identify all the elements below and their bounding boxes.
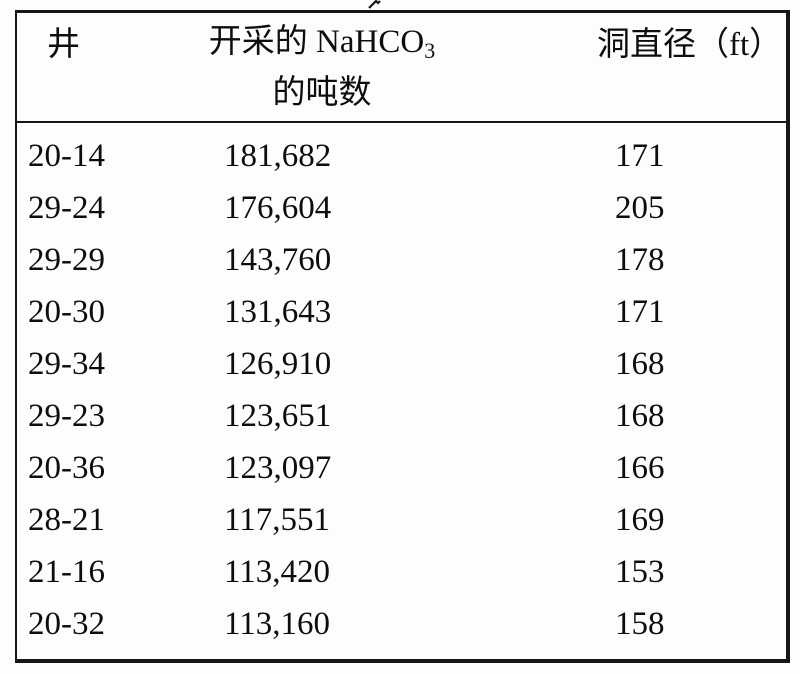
table-row: 28-21 117,551 169 xyxy=(17,494,786,546)
table-row: 21-16 113,420 153 xyxy=(17,546,786,598)
nahco3-subscript: 3 xyxy=(424,38,436,63)
well-id-cell: 29-34 xyxy=(28,346,105,382)
table-row: 20-32 113,160 158 xyxy=(17,598,786,650)
cavity-diameter-cell: 158 xyxy=(615,606,665,642)
column-header-tons-text: 开采的 NaHCO xyxy=(208,24,425,60)
tons-mined-cell: 143,760 xyxy=(224,242,332,278)
tons-mined-cell: 123,097 xyxy=(224,450,332,486)
cavity-diameter-cell: 166 xyxy=(615,450,665,486)
table-row: 20-30 131,643 171 xyxy=(17,286,786,338)
well-id-cell: 28-21 xyxy=(28,502,105,538)
cavity-diameter-cell: 168 xyxy=(615,346,665,382)
column-header-tons-line2: 的吨数 xyxy=(272,75,372,111)
table-row: 20-36 123,097 166 xyxy=(17,442,786,494)
cavity-diameter-cell: 171 xyxy=(615,294,665,330)
table-row: 29-23 123,651 168 xyxy=(17,390,786,442)
cropped-character-artifact xyxy=(368,0,381,9)
tons-mined-cell: 181,682 xyxy=(224,138,332,174)
column-header-well: 井 xyxy=(47,27,80,63)
well-id-cell: 29-24 xyxy=(28,190,105,226)
tons-mined-cell: 113,160 xyxy=(224,606,331,642)
tons-mined-cell: 113,420 xyxy=(224,554,331,590)
cavity-diameter-cell: 178 xyxy=(615,242,665,278)
tons-mined-cell: 117,551 xyxy=(224,502,331,538)
table-row: 29-24 176,604 205 xyxy=(17,182,786,234)
column-header-tons: 开采的 NaHCO3 的吨数 xyxy=(157,24,487,111)
table-row: 20-14 181,682 171 xyxy=(17,130,786,182)
well-id-cell: 20-32 xyxy=(28,606,105,642)
tons-mined-cell: 176,604 xyxy=(224,190,332,226)
table-header-row: 井 开采的 NaHCO3 的吨数 洞直径（ft） xyxy=(17,13,786,123)
tons-mined-cell: 126,910 xyxy=(224,346,332,382)
well-id-cell: 20-30 xyxy=(28,294,105,330)
column-header-diameter: 洞直径（ft） xyxy=(597,27,783,63)
well-id-cell: 20-14 xyxy=(28,138,105,174)
cavity-diameter-cell: 168 xyxy=(615,398,665,434)
well-id-cell: 29-29 xyxy=(28,242,105,278)
data-table: 井 开采的 NaHCO3 的吨数 洞直径（ft） 20-14 181,682 1… xyxy=(15,10,790,663)
well-id-cell: 21-16 xyxy=(28,554,105,590)
cavity-diameter-cell: 171 xyxy=(615,138,665,174)
cavity-diameter-cell: 153 xyxy=(615,554,665,590)
table-row: 29-34 126,910 168 xyxy=(17,338,786,390)
column-header-tons-line1: 开采的 NaHCO3 xyxy=(157,24,487,63)
tons-mined-cell: 131,643 xyxy=(224,294,332,330)
cavity-diameter-cell: 169 xyxy=(615,502,665,538)
table-body: 20-14 181,682 171 29-24 176,604 205 29-2… xyxy=(17,123,786,650)
well-id-cell: 29-23 xyxy=(28,398,105,434)
cavity-diameter-cell: 205 xyxy=(615,190,665,226)
well-id-cell: 20-36 xyxy=(28,450,105,486)
table-row: 29-29 143,760 178 xyxy=(17,234,786,286)
tons-mined-cell: 123,651 xyxy=(224,398,332,434)
